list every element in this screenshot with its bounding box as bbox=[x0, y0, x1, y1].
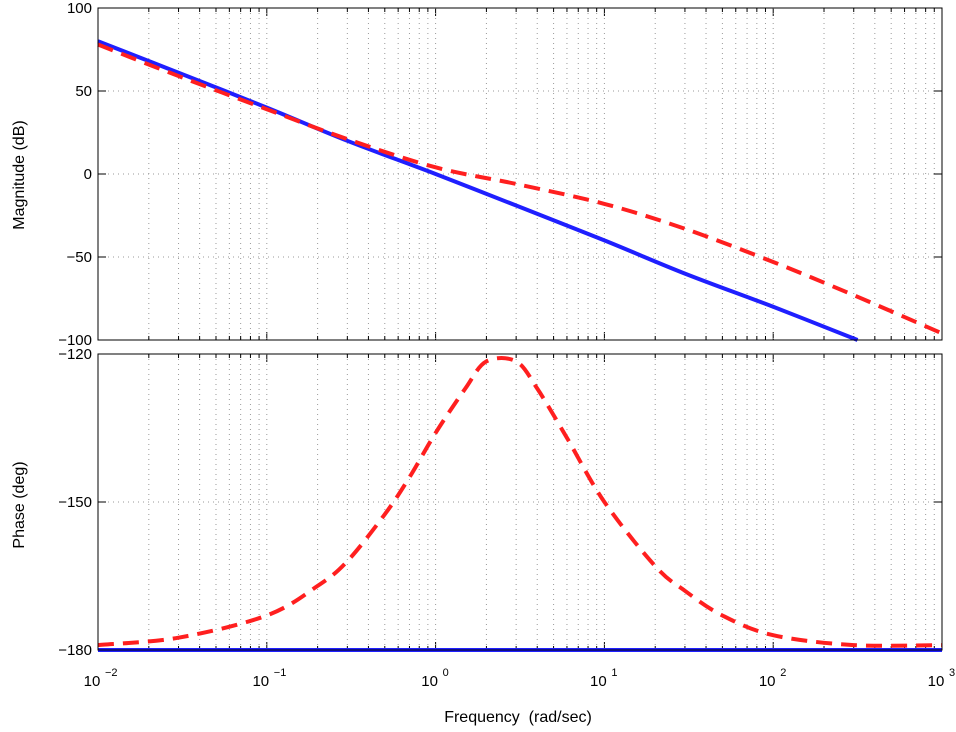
y-tick-label: −180 bbox=[58, 642, 92, 659]
y-tick-label: 0 bbox=[84, 166, 92, 183]
axes-frame bbox=[97, 353, 943, 651]
x-tick-exponent: −2 bbox=[105, 667, 118, 679]
y-tick-label: 100 bbox=[67, 0, 92, 17]
y-tick-label: 50 bbox=[75, 83, 92, 100]
y-tick-label: −50 bbox=[67, 249, 92, 266]
frequency-axis-label: Frequency (rad/sec) bbox=[444, 709, 592, 726]
x-tick-label: 10 bbox=[928, 673, 945, 690]
dashed-series-line bbox=[97, 42, 943, 336]
x-tick-label: 10 bbox=[421, 673, 438, 690]
magnitude-panel: 100 50 0 −50 −100 bbox=[58, 0, 943, 349]
x-tick-label: 10 bbox=[84, 673, 101, 690]
x-tick-label: 10 bbox=[759, 673, 776, 690]
x-tick-label: 10 bbox=[590, 673, 607, 690]
x-tick-exponent: 1 bbox=[611, 667, 617, 679]
magnitude-axis-label: Magnitude (dB) bbox=[11, 120, 28, 229]
solid-series-line bbox=[97, 39, 859, 342]
x-tick-exponent: 0 bbox=[443, 667, 449, 679]
y-tick-label: −150 bbox=[58, 494, 92, 511]
x-tick-exponent: 2 bbox=[780, 667, 786, 679]
dashed-series-line bbox=[97, 356, 943, 648]
y-tick-label: −120 bbox=[58, 346, 92, 363]
axes-frame bbox=[97, 7, 943, 341]
x-tick-label: 10 bbox=[252, 673, 269, 690]
x-tick-exponent: −1 bbox=[274, 667, 287, 679]
phase-panel: −120 −150 −180 10 −2 10 −1 10 0 10 1 10 2 10 3 bbox=[58, 346, 955, 690]
x-tick-exponent: 3 bbox=[949, 667, 955, 679]
y-tick-label: −100 bbox=[58, 332, 92, 349]
phase-axis-label: Phase (deg) bbox=[11, 461, 28, 548]
